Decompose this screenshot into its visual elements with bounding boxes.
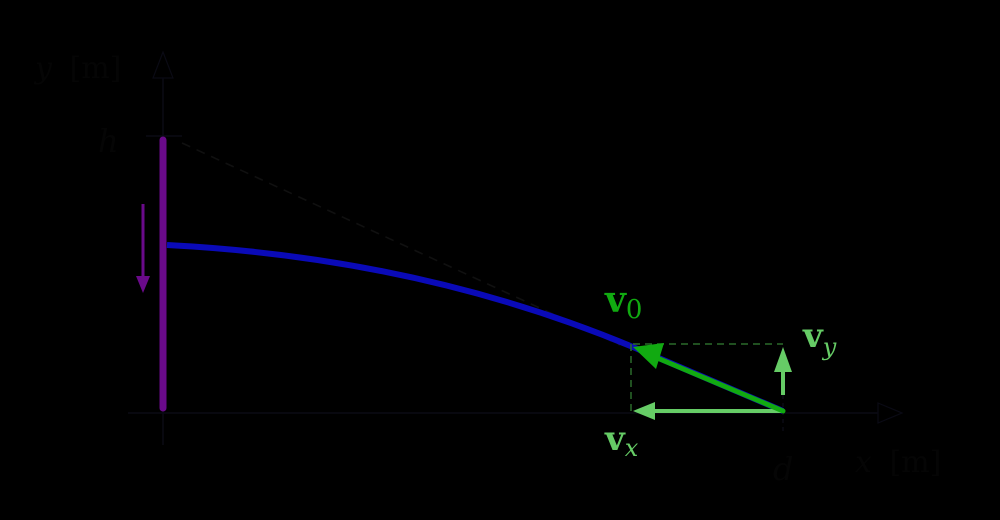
distance-label: d	[773, 450, 793, 488]
x-axis	[128, 402, 904, 424]
aim-line	[181, 142, 621, 346]
falling-arrow-icon	[136, 204, 150, 293]
v0-vector-arrow	[633, 343, 786, 414]
x-axis-arrow-icon	[877, 402, 904, 424]
vx-main: v	[604, 419, 626, 459]
v0-sub: 0	[626, 295, 643, 325]
x-axis-label: x [m]	[855, 445, 941, 480]
y-axis-arrow-icon	[152, 50, 174, 79]
y-axis-var: y	[33, 51, 53, 86]
v0-main: v	[604, 279, 627, 321]
vx-vector-arrow	[633, 402, 783, 420]
vx-label: vx	[604, 419, 639, 462]
y-axis-label: y [m]	[33, 51, 121, 86]
vy-vector-arrow	[774, 347, 792, 395]
vx-sub: x	[625, 434, 639, 462]
vy-sub: y	[822, 333, 837, 361]
vy-label: vy	[802, 316, 837, 361]
x-axis-var: x	[855, 445, 872, 480]
height-label: h	[98, 122, 119, 160]
v0-label: v0	[604, 279, 642, 325]
x-axis-unit: [m]	[889, 445, 941, 480]
y-axis-unit: [m]	[70, 51, 122, 86]
trajectory-curve	[166, 242, 785, 414]
vy-main: v	[802, 316, 824, 356]
